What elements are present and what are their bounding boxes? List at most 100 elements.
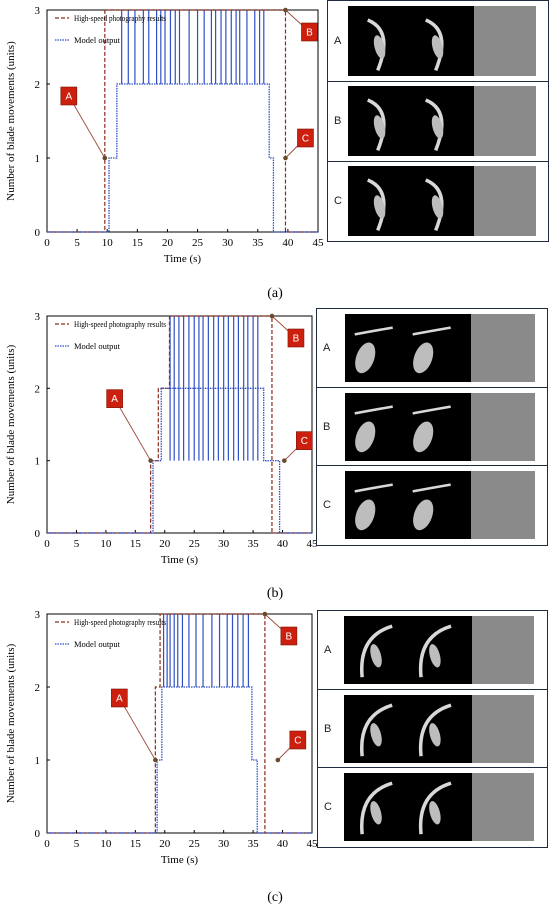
blade-stem	[418, 781, 452, 835]
x-axis-title: Time (s)	[164, 253, 202, 265]
annotation-leader	[68, 95, 106, 159]
legend-label-model-output: Model output	[74, 341, 121, 351]
difference-image	[471, 471, 535, 539]
annotation-label: B	[306, 28, 313, 39]
thumb-label-b: B	[324, 723, 332, 735]
annotation-marker	[297, 128, 314, 148]
blade-leaf	[355, 342, 376, 374]
x-tick-label: 40	[282, 237, 294, 249]
thumb-label-c: C	[323, 499, 331, 511]
y-tick-label: 0	[35, 528, 41, 540]
blade-leaf	[429, 644, 441, 668]
x-tick-label: 40	[277, 538, 289, 550]
y-axis-title: Number of blade movements (units)	[5, 344, 17, 504]
blade-silhouette	[359, 703, 452, 757]
x-tick-label: 10	[100, 838, 112, 850]
blade-silhouette	[366, 18, 444, 72]
thumbnail-row-b: B	[328, 81, 548, 160]
annotation-marker	[280, 626, 298, 646]
x-axis-title: Time (s)	[161, 554, 199, 566]
thumb-label-a: A	[324, 644, 332, 656]
thumb-label-b: B	[334, 115, 342, 127]
thumbnail-panel-a: A B C	[327, 0, 549, 242]
caption-c: (c)	[267, 890, 283, 905]
annotation-label: C	[294, 736, 301, 747]
y-tick-label: 1	[35, 153, 41, 165]
blade-photo	[344, 773, 472, 841]
y-tick-label: 2	[35, 79, 41, 91]
annotation-marker	[296, 431, 313, 450]
panel-b: 0 5 10 15 20 25 30 35 40 45 0 1 2 3 Time (s) Number of …	[0, 300, 550, 601]
difference-image	[472, 773, 534, 841]
x-tick-label: 0	[44, 538, 50, 550]
blade-silhouette	[354, 483, 451, 531]
y-axis-title: Number of blade movements (units)	[5, 41, 17, 201]
annotation-point	[283, 155, 288, 161]
annotation-point	[269, 313, 275, 319]
blade-leaf	[413, 342, 434, 374]
blade-stem	[412, 483, 451, 493]
panel-c: 0 5 10 15 20 25 30 35 40 45 0 1 2 3 Time (s) Number of …	[0, 600, 550, 906]
blade-leaf	[370, 801, 382, 825]
difference-image	[471, 393, 535, 461]
blade-leaf	[355, 421, 376, 453]
blade-leaf	[355, 499, 376, 531]
y-tick-label: 1	[35, 456, 41, 468]
annotation-point	[262, 611, 268, 617]
blade-stem	[424, 98, 444, 152]
x-tick-label: 25	[189, 538, 201, 550]
blade-stem	[418, 624, 452, 678]
x-tick-label: 5	[74, 538, 80, 550]
thumbnail-row-a: A	[317, 309, 547, 387]
legend-label-photography: High-speed photography results	[74, 617, 166, 627]
model-output-series-line	[47, 686, 312, 834]
annotation-label: B	[286, 632, 293, 643]
difference-image	[471, 314, 535, 382]
blade-silhouette	[366, 98, 444, 152]
y-tick-label: 3	[35, 311, 41, 323]
x-tick-label: 35	[248, 838, 260, 850]
thumbnail-panel-b: A B C	[316, 308, 548, 546]
annotation-label: A	[116, 694, 123, 705]
x-tick-label: 45	[313, 237, 325, 249]
y-tick-label: 2	[35, 682, 41, 694]
annotation-marker	[287, 328, 305, 348]
legend-label-photography: High-speed photography results	[74, 13, 166, 23]
blade-leaf	[373, 115, 386, 139]
x-tick-label: 30	[218, 538, 230, 550]
blade-silhouette	[354, 405, 451, 453]
thumb-label-a: A	[334, 35, 342, 47]
x-tick-label: 45	[307, 838, 319, 850]
thumb-label-b: B	[323, 421, 331, 433]
difference-image	[474, 86, 536, 156]
blade-leaf	[370, 644, 382, 668]
annotation-leader	[118, 697, 156, 761]
x-tick-label: 10	[102, 237, 114, 249]
thumbnail-panel-c: A B C	[317, 610, 548, 848]
difference-image	[472, 695, 534, 763]
x-tick-label: 30	[218, 838, 230, 850]
difference-image	[474, 166, 536, 236]
model-output-series-line	[47, 387, 312, 534]
blade-photo	[345, 393, 471, 461]
x-tick-label: 40	[277, 838, 289, 850]
caption-a: (a)	[267, 286, 283, 301]
x-tick-label: 15	[130, 838, 142, 850]
blade-stem	[354, 326, 393, 336]
x-tick-label: 15	[132, 237, 144, 249]
blade-leaf	[413, 499, 434, 531]
annotation-marker	[106, 389, 123, 408]
blade-leaf	[431, 35, 444, 59]
legend-label-model-output: Model output	[74, 639, 121, 649]
photography-series-line	[47, 613, 312, 834]
y-tick-label: 2	[35, 383, 41, 395]
annotation-marker	[111, 688, 128, 708]
x-tick-label: 35	[252, 237, 264, 249]
annotation-marker	[60, 86, 78, 106]
blade-stem	[354, 405, 393, 415]
chart-a: 0 5 10 15 20 25 30 35 40 45 0 1 2 3 Time (s) Number of …	[5, 5, 325, 265]
x-tick-label: 20	[159, 838, 171, 850]
annotation-leader	[114, 398, 152, 461]
blade-stem	[424, 178, 444, 232]
y-axis-title: Number of blade movements (units)	[5, 643, 17, 803]
